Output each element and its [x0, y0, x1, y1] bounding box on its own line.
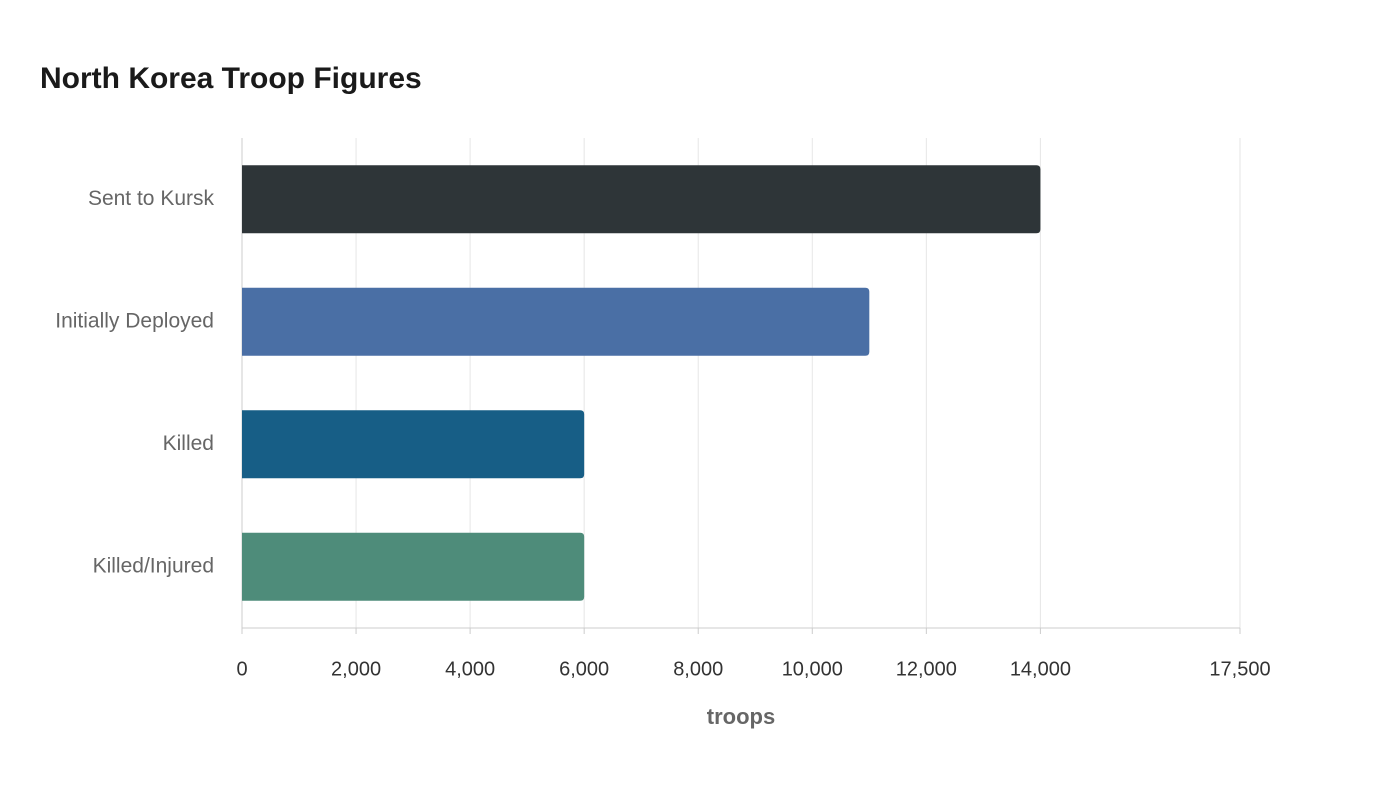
x-tick-label: 2,000 — [331, 658, 381, 680]
x-tick-label: 10,000 — [782, 658, 843, 680]
bar — [242, 287, 870, 356]
chart-title: North Korea Troop Figures — [40, 62, 422, 95]
x-tick-label: 4,000 — [445, 658, 495, 680]
y-tick-label: Sent to Kursk — [88, 187, 215, 210]
x-tick-label: 6,000 — [559, 658, 609, 680]
x-tick-label: 8,000 — [673, 658, 723, 680]
x-tick-label: 0 — [236, 658, 247, 680]
y-tick-label: Killed — [163, 432, 214, 455]
x-axis-title: troops — [707, 704, 775, 729]
x-tick-label: 17,500 — [1209, 658, 1270, 680]
y-tick-label: Initially Deployed — [55, 309, 214, 332]
x-tick-label: 12,000 — [896, 658, 957, 680]
bar — [242, 532, 585, 601]
bar — [242, 410, 585, 479]
bar — [242, 165, 1041, 234]
x-tick-label: 14,000 — [1010, 658, 1071, 680]
y-tick-label: Killed/Injured — [93, 554, 214, 577]
